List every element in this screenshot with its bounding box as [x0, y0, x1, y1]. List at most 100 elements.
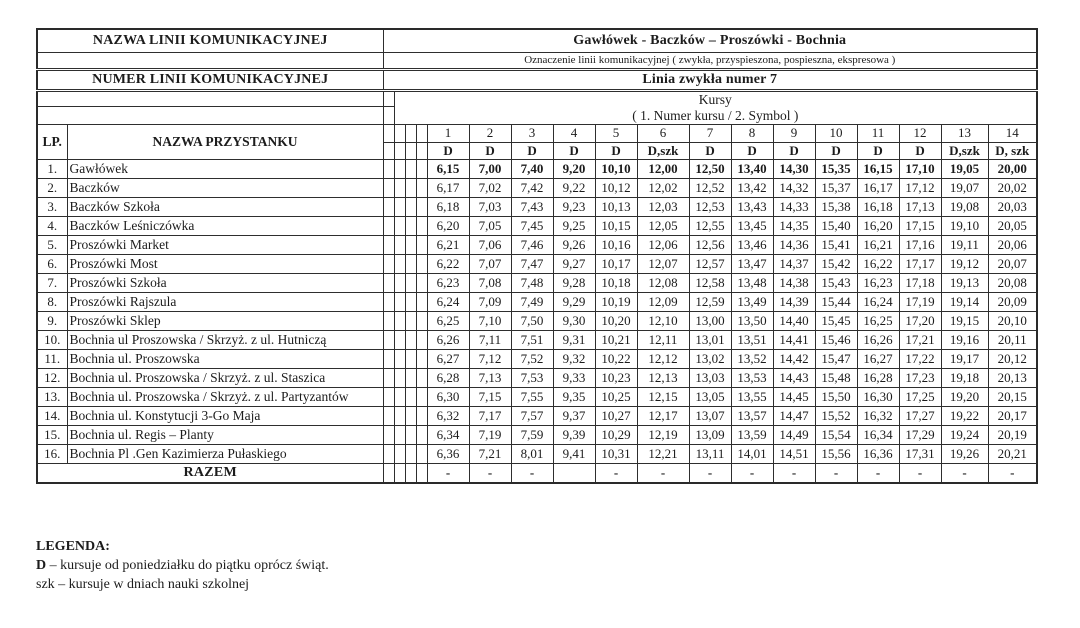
- time-cell-5-14: 20,06: [987, 234, 1038, 255]
- course-symbol-13: D,szk: [940, 141, 989, 160]
- time-cell-16-11: 16,36: [856, 443, 900, 464]
- filler-cell: [404, 253, 417, 274]
- time-cell-9-3: 7,50: [510, 310, 554, 331]
- stop-lp: 15.: [36, 424, 68, 445]
- time-cell-1-4: 9,20: [552, 158, 596, 179]
- time-cell-5-13: 19,11: [940, 234, 989, 255]
- filler-cell: [404, 462, 417, 484]
- time-cell-14-10: 15,52: [814, 405, 858, 426]
- filler-cell: [415, 291, 428, 312]
- courses-left-empty: [36, 106, 384, 125]
- filler-cell: [393, 405, 406, 426]
- filler-cell: [393, 386, 406, 407]
- time-cell-5-12: 17,16: [898, 234, 942, 255]
- stop-lp: 5.: [36, 234, 68, 255]
- filler-cell: [393, 367, 406, 388]
- time-cell-14-11: 16,32: [856, 405, 900, 426]
- filler-cell: [382, 367, 395, 388]
- filler-cell: [404, 348, 417, 369]
- stop-lp: 7.: [36, 272, 68, 293]
- filler-cell: [382, 158, 395, 179]
- course-symbol-11: D: [856, 141, 900, 160]
- time-cell-4-2: 7,05: [468, 215, 512, 236]
- stop-row-13: 13. Bochnia ul. Proszowska / Skrzyż. z ul…: [36, 386, 1038, 407]
- time-cell-5-4: 9,26: [552, 234, 596, 255]
- stop-name: Bochnia ul Proszowska / Skrzyż. z ul. Hu…: [66, 329, 384, 350]
- time-cell-11-7: 13,02: [688, 348, 732, 369]
- time-cell-13-2: 7,15: [468, 386, 512, 407]
- time-cell-4-4: 9,25: [552, 215, 596, 236]
- time-cell-6-8: 13,47: [730, 253, 774, 274]
- time-cell-2-14: 20,02: [987, 177, 1038, 198]
- time-cell-11-1: 6,27: [426, 348, 470, 369]
- stop-name: Baczków Szkoła: [66, 196, 384, 217]
- time-cell-13-7: 13,05: [688, 386, 732, 407]
- time-cell-3-5: 10,13: [594, 196, 638, 217]
- time-cell-8-12: 17,19: [898, 291, 942, 312]
- time-cell-9-10: 15,45: [814, 310, 858, 331]
- filler-cell: [393, 196, 406, 217]
- time-cell-1-14: 20,00: [987, 158, 1038, 179]
- stop-name: Bochnia ul. Proszowska / Skrzyż. z ul. S…: [66, 367, 384, 388]
- time-cell-5-10: 15,41: [814, 234, 858, 255]
- time-cell-9-14: 20,10: [987, 310, 1038, 331]
- time-cell-4-13: 19,10: [940, 215, 989, 236]
- stop-name: Baczków: [66, 177, 384, 198]
- time-cell-7-13: 19,13: [940, 272, 989, 293]
- time-cell-3-7: 12,53: [688, 196, 732, 217]
- line-number-value: Linia zwykła numer 7: [382, 68, 1038, 92]
- legend-text-d: – kursuje od poniedziałku do piątku opró…: [49, 557, 329, 573]
- time-cell-13-5: 10,25: [594, 386, 638, 407]
- filler-cell: [404, 234, 417, 255]
- time-cell-3-8: 13,43: [730, 196, 774, 217]
- filler-cell: [415, 348, 428, 369]
- time-cell-7-12: 17,18: [898, 272, 942, 293]
- stop-lp: 13.: [36, 386, 68, 407]
- time-cell-4-10: 15,40: [814, 215, 858, 236]
- time-cell-12-7: 13,03: [688, 367, 732, 388]
- stop-name: Proszówki Sklep: [66, 310, 384, 331]
- razem-value-9: -: [772, 462, 816, 484]
- time-cell-15-5: 10,29: [594, 424, 638, 445]
- razem-value-13: -: [940, 462, 989, 484]
- stop-lp: 12.: [36, 367, 68, 388]
- filler-cell: [393, 329, 406, 350]
- time-cell-11-10: 15,47: [814, 348, 858, 369]
- time-cell-12-11: 16,28: [856, 367, 900, 388]
- time-cell-6-14: 20,07: [987, 253, 1038, 274]
- filler-cell: [393, 443, 406, 464]
- time-cell-4-14: 20,05: [987, 215, 1038, 236]
- time-cell-15-3: 7,59: [510, 424, 554, 445]
- time-cell-8-7: 12,59: [688, 291, 732, 312]
- stop-lp: 1.: [36, 158, 68, 179]
- time-cell-12-12: 17,23: [898, 367, 942, 388]
- time-cell-9-6: 12,10: [636, 310, 690, 331]
- time-cell-8-11: 16,24: [856, 291, 900, 312]
- course-number-5: 5: [594, 123, 638, 143]
- filler-cell: [393, 462, 406, 484]
- time-cell-11-6: 12,12: [636, 348, 690, 369]
- time-cell-4-12: 17,15: [898, 215, 942, 236]
- stop-name: Bochnia ul. Proszowska: [66, 348, 384, 369]
- timetable-table: NAZWA LINII KOMUNIKACYJNEJ Gawłówek - Ba…: [36, 28, 1039, 485]
- filler-cell: [404, 158, 417, 179]
- time-cell-1-13: 19,05: [940, 158, 989, 179]
- razem-value-5: -: [594, 462, 638, 484]
- filler-cell: [393, 424, 406, 445]
- stop-name: Bochnia ul. Proszowska / Skrzyż. z ul. P…: [66, 386, 384, 407]
- time-cell-14-4: 9,37: [552, 405, 596, 426]
- stop-lp: 9.: [36, 310, 68, 331]
- filler-cell: [415, 386, 428, 407]
- time-cell-8-5: 10,19: [594, 291, 638, 312]
- time-cell-12-9: 14,43: [772, 367, 816, 388]
- designation-note: Oznaczenie linii komunikacyjnej ( zwykła…: [382, 51, 1038, 71]
- time-cell-3-2: 7,03: [468, 196, 512, 217]
- filler-cell: [382, 291, 395, 312]
- time-cell-10-12: 17,21: [898, 329, 942, 350]
- course-number-10: 10: [814, 123, 858, 143]
- courses-left-empty: [36, 89, 384, 108]
- course-symbol-7: D: [688, 141, 732, 160]
- time-cell-11-11: 16,27: [856, 348, 900, 369]
- time-cell-11-8: 13,52: [730, 348, 774, 369]
- time-cell-3-1: 6,18: [426, 196, 470, 217]
